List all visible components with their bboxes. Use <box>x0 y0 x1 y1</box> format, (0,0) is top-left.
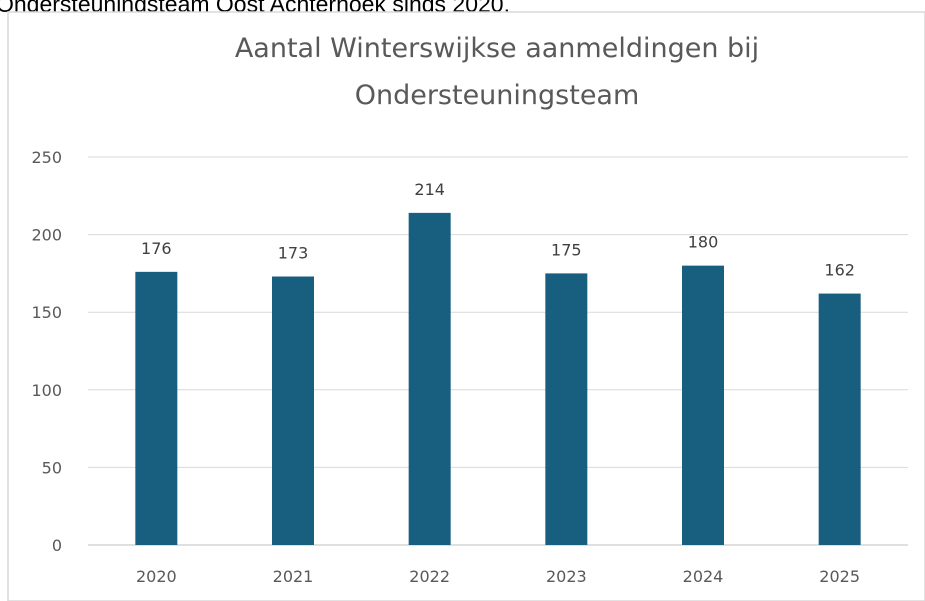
bar <box>272 276 314 545</box>
x-tick-label: 2023 <box>546 567 587 586</box>
bar <box>818 293 861 545</box>
bar <box>682 265 724 545</box>
data-label: 173 <box>278 244 309 263</box>
bar <box>135 271 178 545</box>
x-tick-label: 2022 <box>409 567 450 586</box>
data-label: 176 <box>141 239 172 258</box>
y-tick-label: 200 <box>31 226 62 245</box>
y-tick-label: 50 <box>42 458 62 477</box>
data-label: 162 <box>824 261 855 280</box>
x-tick-label: 2024 <box>683 567 724 586</box>
y-tick-label: 150 <box>31 303 62 322</box>
x-tick-label: 2020 <box>136 567 177 586</box>
bar <box>408 212 451 545</box>
data-label: 214 <box>414 180 445 199</box>
data-label: 175 <box>551 240 582 259</box>
data-label: 180 <box>688 233 719 252</box>
bar <box>545 273 588 545</box>
y-tick-label: 250 <box>31 148 62 167</box>
y-tick-label: 0 <box>52 536 62 555</box>
x-tick-label: 2025 <box>819 567 860 586</box>
x-tick-label: 2021 <box>273 567 314 586</box>
y-tick-label: 100 <box>31 381 62 400</box>
chart-title: Ondersteuningsteam <box>355 80 640 111</box>
chart-title: Aantal Winterswijkse aanmeldingen bij <box>235 33 759 64</box>
